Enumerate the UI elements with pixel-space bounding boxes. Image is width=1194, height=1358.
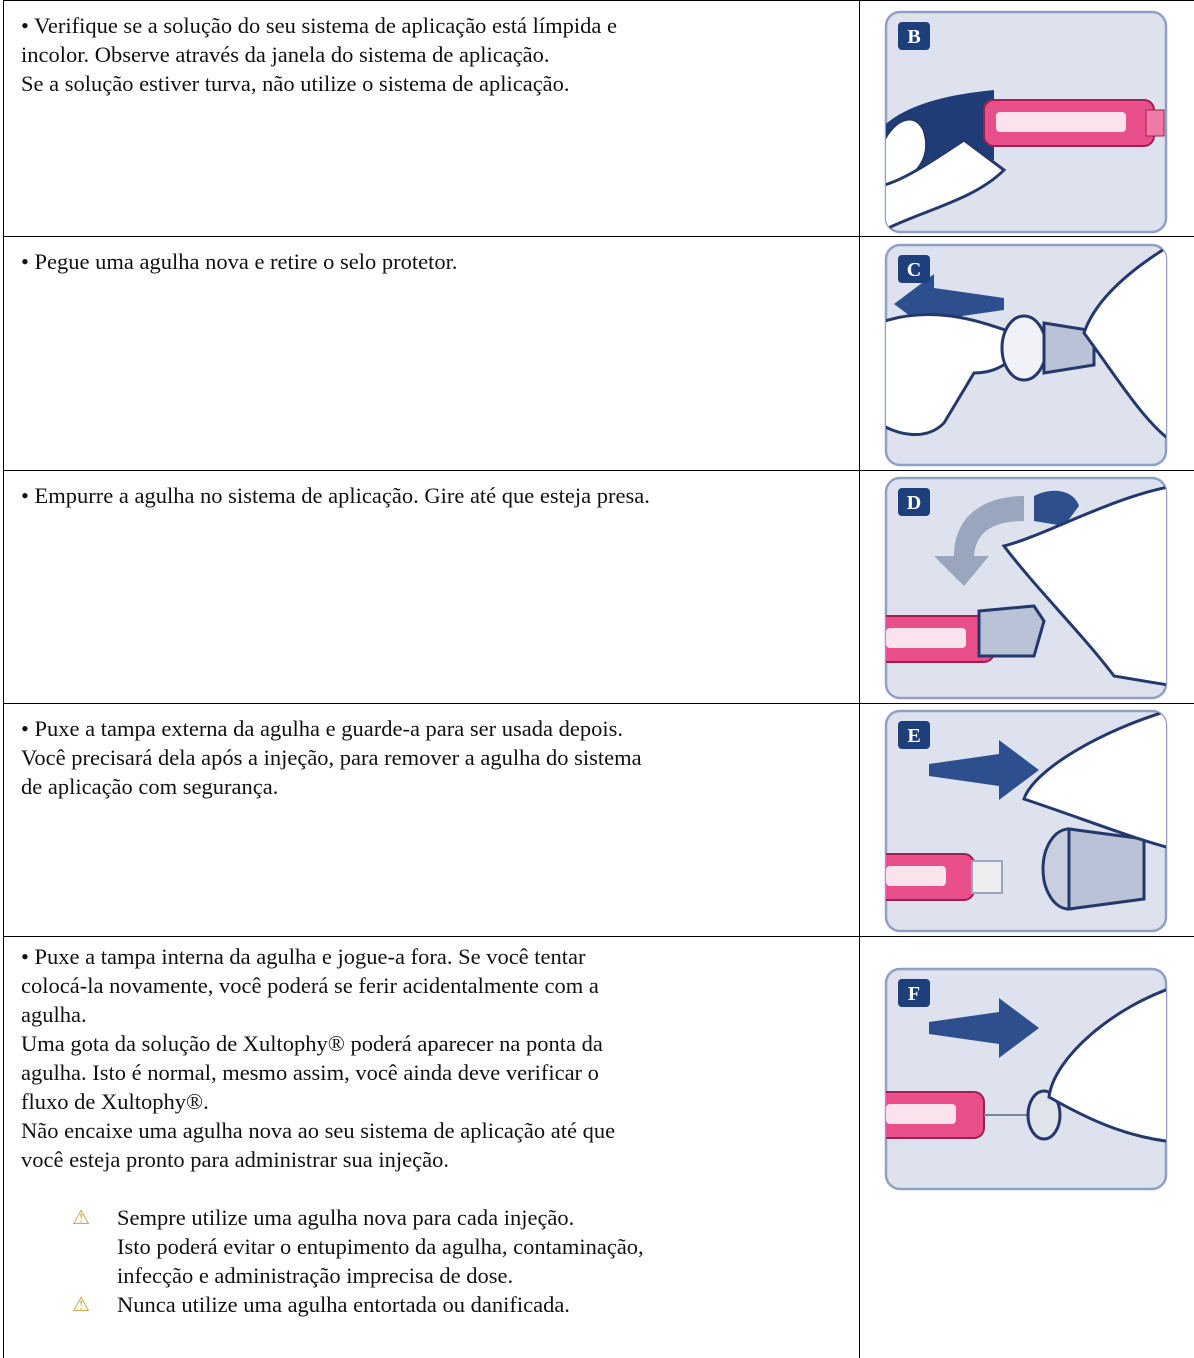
column-divider bbox=[859, 937, 860, 1358]
column-divider bbox=[859, 471, 860, 703]
column-divider bbox=[859, 704, 860, 936]
table-row: • Puxe a tampa interna da agulha e jogue… bbox=[3, 936, 1194, 1358]
illustration: F bbox=[884, 967, 1168, 1191]
warning-line: Nunca utilize uma agulha entortada ou da… bbox=[117, 1292, 570, 1317]
instruction-line: agulha. Isto é normal, mesmo assim, você… bbox=[21, 1060, 599, 1085]
illustration-shape bbox=[996, 112, 1126, 132]
instruction-line: • Verifique se a solução do seu sistema … bbox=[21, 13, 618, 38]
illustration-shape bbox=[886, 866, 946, 886]
illustration-shape bbox=[886, 90, 1165, 232]
illustration-shape bbox=[886, 984, 1166, 1144]
illustration-shape bbox=[898, 721, 930, 749]
column-divider bbox=[859, 1, 860, 236]
instruction-line: Uma gota da solução de Xultophy® poderá … bbox=[21, 1031, 603, 1056]
illustration-shape bbox=[898, 255, 930, 283]
table-row: • Verifique se a solução do seu sistema … bbox=[3, 0, 1194, 236]
table-row: • Pegue uma agulha nova e retire o selo … bbox=[3, 236, 1194, 470]
instruction-line: fluxo de Xultophy®. bbox=[21, 1089, 209, 1114]
illustration-shape bbox=[1034, 490, 1079, 526]
illustration-shape bbox=[886, 245, 1166, 446]
instruction-line: Não encaixe uma agulha nova ao seu siste… bbox=[21, 1118, 616, 1143]
figure-label: F bbox=[908, 983, 920, 1005]
illustration-shape bbox=[1067, 827, 1146, 911]
illustration-shape bbox=[971, 860, 1003, 894]
warning-line: infecção e administração imprecisa de do… bbox=[117, 1263, 514, 1288]
warning-line: Sempre utilize uma agulha nova para cada… bbox=[117, 1205, 575, 1230]
instruction-line: Você precisará dela após a injeção, para… bbox=[21, 745, 642, 770]
illustration: E bbox=[884, 709, 1168, 933]
illustration-shape bbox=[1047, 984, 1166, 1144]
illustration-shape bbox=[929, 740, 1039, 800]
instruction-line: • Pegue uma agulha nova e retire o selo … bbox=[21, 249, 458, 274]
figure-label: E bbox=[907, 725, 920, 747]
instruction-line: colocá-la novamente, você poderá se feri… bbox=[21, 973, 599, 998]
instruction-line: de aplicação com segurança. bbox=[21, 774, 279, 799]
instruction-line: • Empurre a agulha no sistema de aplicaç… bbox=[21, 483, 650, 508]
instruction-line: Se a solução estiver turva, não utilize … bbox=[21, 71, 570, 96]
figure-label: C bbox=[907, 259, 921, 281]
illustration-shape bbox=[1082, 245, 1166, 446]
instruction-line: • Puxe a tampa interna da agulha e jogue… bbox=[21, 944, 586, 969]
table-row: • Puxe a tampa externa da agulha e guard… bbox=[3, 703, 1194, 936]
illustration-shape bbox=[1042, 321, 1096, 375]
column-divider bbox=[859, 237, 860, 470]
illustration: D bbox=[884, 476, 1168, 700]
illustration-shape bbox=[886, 138, 1007, 232]
illustration-shape bbox=[934, 496, 1024, 586]
instruction-line: incolor. Observe através da janela do si… bbox=[21, 42, 550, 67]
illustration-shape bbox=[898, 22, 930, 50]
figure-label: D bbox=[907, 492, 921, 514]
warning-icon: ⚠ bbox=[72, 1205, 90, 1229]
illustration-shape bbox=[898, 979, 930, 1007]
illustration-shape bbox=[1000, 314, 1048, 382]
illustration-shape bbox=[1145, 109, 1165, 137]
illustration-shape bbox=[929, 998, 1039, 1058]
table-row: • Empurre a agulha no sistema de aplicaç… bbox=[3, 470, 1194, 703]
illustration-shape bbox=[898, 488, 930, 516]
illustration: B bbox=[884, 10, 1168, 234]
instruction-line: você esteja pronto para administrar sua … bbox=[21, 1147, 449, 1172]
illustration-shape bbox=[1022, 711, 1166, 851]
illustration-shape bbox=[886, 628, 966, 648]
figure-label: B bbox=[907, 26, 920, 48]
warning-icon: ⚠ bbox=[72, 1292, 90, 1316]
instruction-line: • Puxe a tampa externa da agulha e guard… bbox=[21, 716, 623, 741]
instruction-line: agulha. bbox=[21, 1002, 87, 1027]
illustration: C bbox=[884, 243, 1168, 467]
illustration-shape bbox=[886, 484, 1166, 688]
illustration-shape bbox=[886, 711, 1166, 911]
illustration-shape bbox=[1001, 484, 1166, 688]
illustration-shape bbox=[886, 1104, 956, 1124]
warning-line: Isto poderá evitar o entupimento da agul… bbox=[117, 1234, 644, 1259]
illustration-shape bbox=[1026, 1089, 1062, 1141]
illustration-shape bbox=[977, 604, 1046, 658]
